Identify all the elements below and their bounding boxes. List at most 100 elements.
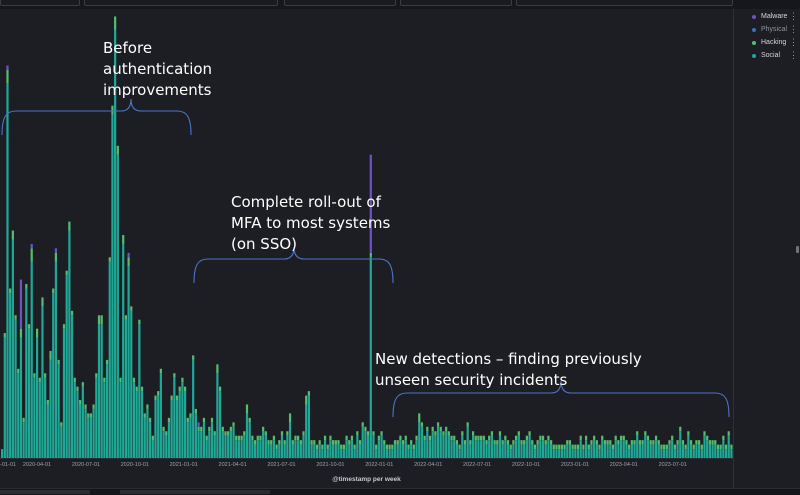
bar-segment-social[interactable] — [52, 292, 55, 458]
bar-segment-social[interactable] — [445, 431, 448, 458]
bar-segment-social[interactable] — [73, 382, 76, 458]
legend-item-physical[interactable]: Physical ⋮ — [752, 23, 798, 36]
toolbar-tab[interactable] — [0, 0, 80, 6]
bar-segment-social[interactable] — [571, 449, 574, 458]
bar-segment-malware[interactable] — [30, 243, 33, 249]
bar-segment-social[interactable] — [450, 440, 453, 458]
bar-segment-hacking[interactable] — [332, 440, 335, 445]
bar-segment-social[interactable] — [116, 154, 119, 458]
bar-segment-hacking[interactable] — [135, 386, 138, 392]
bar-segment-social[interactable] — [663, 449, 666, 458]
bar-segment-hacking[interactable] — [407, 444, 410, 450]
bar-segment-hacking[interactable] — [706, 435, 709, 441]
bar-segment-social[interactable] — [337, 444, 340, 458]
bar-segment-hacking[interactable] — [170, 395, 173, 401]
bar-segment-social[interactable] — [611, 449, 615, 458]
bar-segment-hacking[interactable] — [450, 435, 453, 441]
bar-segment-social[interactable] — [44, 377, 47, 458]
bar-segment-hacking[interactable] — [243, 431, 246, 436]
bar-segment-social[interactable] — [606, 444, 609, 458]
bar-segment-hacking[interactable] — [81, 382, 84, 387]
bar-segment-social[interactable] — [719, 449, 722, 458]
bar-segment-social[interactable] — [3, 337, 6, 458]
bar-segment-hacking[interactable] — [154, 395, 157, 401]
bar-segment-social[interactable] — [453, 440, 456, 458]
bar-segment-hacking[interactable] — [445, 426, 448, 432]
bar-segment-hacking[interactable] — [458, 444, 461, 450]
bar-segment-hacking[interactable] — [590, 440, 593, 445]
bar-segment-hacking[interactable] — [582, 444, 585, 450]
bar-segment-social[interactable] — [364, 431, 367, 458]
bar-segment-hacking[interactable] — [501, 440, 504, 445]
bar-segment-social[interactable] — [224, 435, 227, 458]
bar-segment-hacking[interactable] — [348, 440, 351, 445]
bar-segment-hacking[interactable] — [601, 435, 604, 441]
bar-segment-social[interactable] — [531, 444, 534, 458]
bar-segment-social[interactable] — [38, 382, 41, 458]
bar-segment-hacking[interactable] — [558, 444, 561, 450]
bar-segment-hacking[interactable] — [555, 444, 558, 450]
bar-segment-social[interactable] — [708, 444, 711, 458]
bar-segment-hacking[interactable] — [628, 444, 631, 450]
bar-segment-social[interactable] — [498, 435, 502, 458]
bar-segment-social[interactable] — [329, 440, 332, 458]
bar-segment-social[interactable] — [146, 408, 149, 458]
bar-segment-hacking[interactable] — [173, 373, 176, 378]
bar-segment-hacking[interactable] — [356, 431, 359, 436]
bar-segment-social[interactable] — [625, 444, 628, 458]
bar-segment-hacking[interactable] — [447, 431, 450, 436]
bar-segment-social[interactable] — [490, 435, 493, 458]
bar-segment-social[interactable] — [654, 440, 658, 458]
bar-segment-hacking[interactable] — [294, 435, 297, 441]
toolbar-tab[interactable] — [400, 0, 512, 6]
bar-segment-hacking[interactable] — [622, 435, 625, 441]
bar-segment-hacking[interactable] — [3, 333, 6, 338]
bar-segment-hacking[interactable] — [646, 435, 650, 441]
bar-segment-hacking[interactable] — [108, 257, 111, 262]
bar-segment-hacking[interactable] — [423, 435, 426, 441]
bar-segment-social[interactable] — [504, 440, 507, 458]
bar-segment-social[interactable] — [245, 413, 249, 458]
bar-segment-social[interactable] — [334, 444, 337, 458]
bar-segment-social[interactable] — [393, 444, 397, 458]
bar-segment-social[interactable] — [342, 449, 345, 458]
bar-segment-hacking[interactable] — [614, 435, 617, 441]
panel-resize-handle[interactable] — [796, 246, 799, 253]
bar-segment-hacking[interactable] — [184, 386, 187, 392]
bar-segment-social[interactable] — [552, 449, 555, 458]
bar-segment-social[interactable] — [321, 449, 324, 458]
bar-segment-hacking[interactable] — [270, 440, 273, 445]
bar-segment-social[interactable] — [609, 444, 612, 458]
bar-segment-social[interactable] — [205, 440, 208, 458]
bar-segment-social[interactable] — [638, 444, 642, 458]
bar-segment-hacking[interactable] — [213, 431, 216, 436]
bar-segment-social[interactable] — [617, 444, 620, 458]
bar-segment-hacking[interactable] — [574, 444, 577, 450]
bar-segment-social[interactable] — [517, 435, 520, 458]
bar-segment-hacking[interactable] — [560, 444, 563, 450]
bar-segment-hacking[interactable] — [714, 440, 717, 445]
bar-segment-social[interactable] — [369, 257, 372, 458]
bar-segment-social[interactable] — [509, 449, 512, 458]
bar-segment-social[interactable] — [151, 440, 154, 458]
bar-segment-hacking[interactable] — [92, 404, 95, 409]
bar-segment-hacking[interactable] — [208, 426, 211, 432]
bar-segment-hacking[interactable] — [681, 440, 685, 445]
bar-segment-social[interactable] — [313, 444, 316, 458]
bar-segment-hacking[interactable] — [687, 431, 690, 436]
bar-segment-hacking[interactable] — [633, 440, 636, 445]
bar-segment-social[interactable] — [399, 440, 402, 458]
bar-segment-social[interactable] — [307, 395, 310, 458]
bar-segment-hacking[interactable] — [192, 355, 195, 360]
bar-segment-social[interactable] — [628, 449, 631, 458]
bar-segment-hacking[interactable] — [157, 391, 160, 396]
bar-segment-hacking[interactable] — [245, 404, 249, 414]
bar-segment-hacking[interactable] — [375, 444, 378, 450]
bar-segment-hacking[interactable] — [232, 422, 235, 427]
bar-segment-social[interactable] — [192, 359, 195, 458]
bar-segment-social[interactable] — [582, 449, 585, 458]
kebab-menu-icon[interactable]: ⋮ — [789, 24, 798, 34]
bar-segment-malware[interactable] — [6, 65, 9, 70]
bar-segment-hacking[interactable] — [415, 435, 418, 441]
bar-segment-hacking[interactable] — [700, 444, 703, 450]
